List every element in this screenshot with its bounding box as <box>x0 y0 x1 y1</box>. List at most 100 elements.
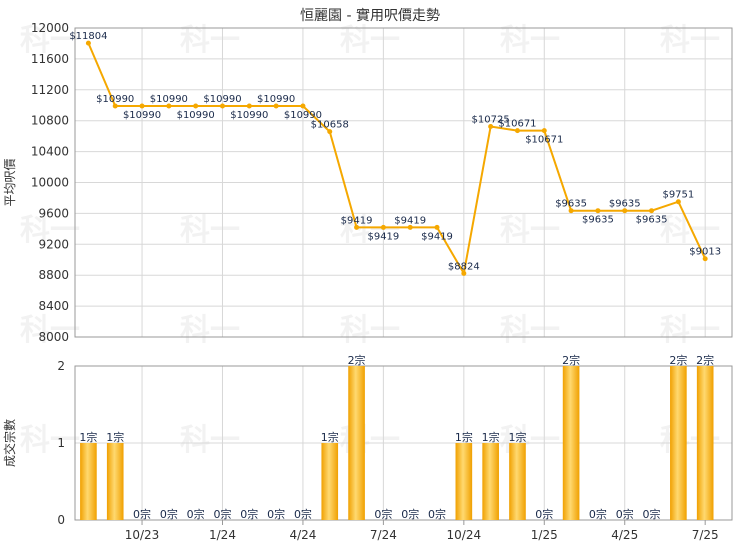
x-tick-label: 1/25 <box>531 528 558 542</box>
price-point <box>488 123 494 129</box>
count-bar <box>482 443 499 520</box>
count-bar-label: 1宗 <box>321 430 339 444</box>
x-tick-label: 7/24 <box>370 528 397 542</box>
price-point <box>354 224 360 230</box>
price-series-line <box>87 42 707 277</box>
price-y-tick-label: 9200 <box>38 237 69 251</box>
price-point <box>380 224 386 230</box>
price-data-label: $9751 <box>662 190 694 201</box>
count-bar-label: 0宗 <box>401 507 419 521</box>
price-point <box>139 103 145 109</box>
price-point <box>300 103 306 109</box>
price-point <box>649 208 655 214</box>
count-bar <box>509 443 526 520</box>
watermark-text: 科一 <box>340 23 400 58</box>
price-point <box>327 129 333 135</box>
price-data-label: $10671 <box>525 135 563 146</box>
price-data-label: $10990 <box>150 94 188 105</box>
count-y-tick-label: 0 <box>57 513 65 527</box>
watermark-text: 科一 <box>500 23 560 58</box>
price-y-tick-label: 10800 <box>31 114 69 128</box>
count-bar-label: 0宗 <box>535 507 553 521</box>
price-point <box>407 224 413 230</box>
x-tick-label: 1/24 <box>209 528 236 542</box>
x-tick-label: 10/24 <box>447 528 482 542</box>
price-y-tick-label: 12000 <box>31 21 69 35</box>
count-bar <box>348 366 365 520</box>
price-data-label: $10990 <box>257 94 295 105</box>
watermark-text: 科一 <box>20 213 80 248</box>
price-y-tick-label: 8800 <box>38 268 69 282</box>
count-bar-label: 1宗 <box>508 430 526 444</box>
price-data-label: $10990 <box>177 110 215 121</box>
price-data-label: $10990 <box>203 94 241 105</box>
price-point <box>166 103 172 109</box>
price-data-label: $10990 <box>123 110 161 121</box>
price-plot-frame <box>74 27 733 338</box>
x-tick-label: 10/23 <box>125 528 160 542</box>
price-data-label: $9635 <box>636 215 668 226</box>
price-data-label: $9419 <box>394 215 426 226</box>
price-point <box>568 208 574 214</box>
watermark-text: 科一 <box>20 423 80 458</box>
price-data-label: $9635 <box>555 199 587 210</box>
price-data-label: $10725 <box>472 114 510 125</box>
count-plot-frame <box>74 365 733 521</box>
watermark-text: 科一 <box>180 313 240 348</box>
price-point <box>541 128 547 134</box>
count-bar-label: 0宗 <box>616 507 634 521</box>
count-bar-label: 0宗 <box>294 507 312 521</box>
count-bar-label: 0宗 <box>160 507 178 521</box>
price-point <box>675 199 681 205</box>
watermark-text: 科一 <box>660 213 720 248</box>
count-bar <box>106 443 124 520</box>
price-data-label: $11804 <box>69 31 107 42</box>
price-data-label: $10658 <box>311 120 349 131</box>
price-y-tick-label: 11200 <box>31 83 69 97</box>
watermark-text: 科一 <box>20 23 80 58</box>
count-bar-label: 2宗 <box>562 353 580 367</box>
count-bar <box>562 366 580 520</box>
price-point <box>246 103 252 109</box>
count-bar-label: 2宗 <box>348 353 366 367</box>
price-y-tick-label: 9600 <box>38 206 69 220</box>
count-y-axis-label: 成交宗數 <box>2 419 17 467</box>
watermark-text: 科一 <box>500 213 560 248</box>
count-bar-label: 1宗 <box>106 430 124 444</box>
price-point <box>702 256 708 262</box>
watermark-text: 科一 <box>20 313 80 348</box>
count-bar-label: 1宗 <box>455 430 473 444</box>
price-point <box>461 270 467 276</box>
count-y-tick-label: 2 <box>57 359 65 373</box>
price-point <box>514 128 520 134</box>
watermark-text: 科一 <box>660 313 720 348</box>
price-y-tick-label: 11600 <box>31 52 69 66</box>
x-tick-label: 4/25 <box>611 528 638 542</box>
price-point <box>193 103 199 109</box>
watermark-text: 科一 <box>500 313 560 348</box>
x-tick-label: 4/24 <box>289 528 316 542</box>
price-y-tick-label: 8400 <box>38 299 69 313</box>
count-bar-label: 0宗 <box>428 507 446 521</box>
x-tick-label: 7/25 <box>692 528 719 542</box>
count-bar <box>321 443 339 520</box>
price-data-label: $10990 <box>96 94 134 105</box>
price-point <box>85 40 91 46</box>
count-bar <box>455 443 473 520</box>
count-bar <box>670 366 687 520</box>
price-data-label: $8824 <box>448 261 480 272</box>
count-bar-label: 0宗 <box>374 507 392 521</box>
price-y-axis-label: 平均呎價 <box>3 158 17 206</box>
count-bar-label: 1宗 <box>79 430 97 444</box>
price-data-label: $10990 <box>230 110 268 121</box>
count-bar-label: 0宗 <box>187 507 205 521</box>
count-bar-label: 0宗 <box>267 507 285 521</box>
count-bar <box>80 443 97 520</box>
count-bar-label: 0宗 <box>589 507 607 521</box>
price-data-label: $10671 <box>498 119 536 130</box>
chart-title: 恒麗園 - 實用呎價走勢 <box>300 7 440 24</box>
price-data-label: $10990 <box>284 110 322 121</box>
count-bar-label: 2宗 <box>696 353 714 367</box>
